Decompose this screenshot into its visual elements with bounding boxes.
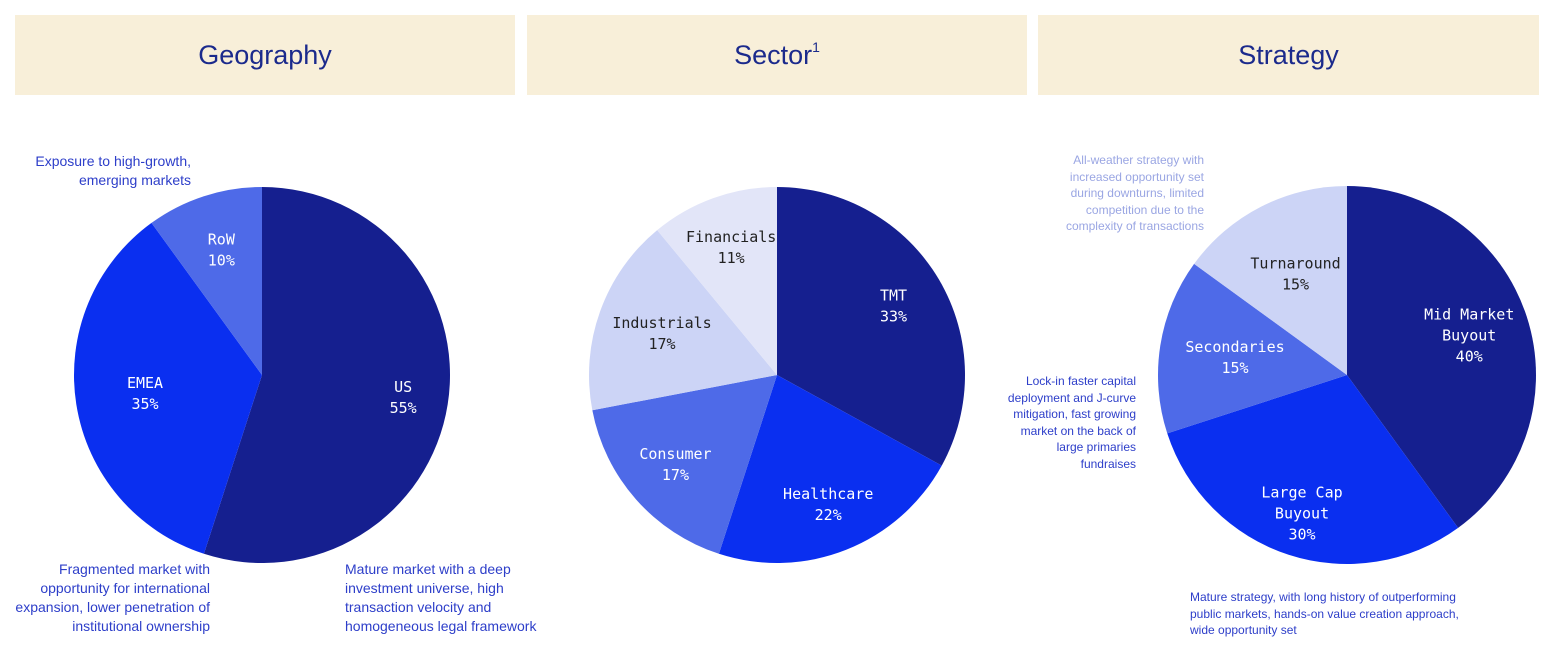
header-sector-text: Sector bbox=[734, 39, 813, 70]
slice-us bbox=[203, 187, 451, 564]
slice-healthcare bbox=[718, 375, 942, 563]
slice-label-industrials: Industrials 17% bbox=[612, 314, 711, 353]
header-geography: Geography bbox=[15, 15, 515, 95]
header-sector-title: Sector1 bbox=[734, 38, 820, 71]
note-strategy-turnaround: All-weather strategy with increased oppo… bbox=[1065, 153, 1204, 233]
note-strategy-secondaries: Lock-in faster capital deployment and J-… bbox=[1007, 374, 1136, 471]
header-sector-footnote: 1 bbox=[812, 38, 820, 55]
slice-financials bbox=[657, 187, 777, 375]
slice-mid-market-buyout bbox=[1347, 186, 1536, 528]
note-geo-row: Exposure to high-growth, emerging market… bbox=[35, 153, 191, 188]
slice-label-healthcare: Healthcare 22% bbox=[783, 485, 873, 524]
pie-strategy: Mid Market Buyout 40% Large Cap Buyout 30% Sec… bbox=[1158, 186, 1536, 564]
slice-industrials bbox=[589, 230, 777, 411]
header-strategy: Strategy bbox=[1038, 15, 1539, 95]
slice-large-cap-buyout bbox=[1167, 375, 1459, 564]
slice-turnaround bbox=[1194, 186, 1347, 375]
slice-label-tmt: TMT 33% bbox=[880, 287, 907, 326]
note-geo-emea: Fragmented market with opportunity for i… bbox=[15, 561, 210, 634]
slice-row bbox=[151, 187, 262, 375]
slice-label-financials: Financials 11% bbox=[686, 228, 776, 267]
slice-label-large-cap-buyout: Large Cap Buyout 30% bbox=[1261, 483, 1342, 543]
header-geography-title: Geography bbox=[198, 39, 332, 70]
slice-label-consumer: Consumer 17% bbox=[639, 445, 711, 484]
slice-label-row: RoW 10% bbox=[208, 230, 236, 269]
slice-label-mid-market-buyout: Mid Market Buyout 40% bbox=[1424, 305, 1514, 365]
pie-sector: TMT 33% Healthcare 22% Consumer 17% Industrial… bbox=[589, 187, 965, 563]
slice-secondaries bbox=[1158, 263, 1347, 434]
slice-emea bbox=[73, 222, 262, 554]
slice-label-secondaries: Secondaries 15% bbox=[1185, 338, 1284, 377]
header-sector: Sector1 bbox=[527, 15, 1027, 95]
slice-consumer bbox=[592, 375, 777, 554]
note-strategy-buyout: Mature strategy, with long history of ou… bbox=[1190, 590, 1459, 637]
slice-tmt bbox=[777, 187, 965, 466]
slice-label-us: US 55% bbox=[390, 378, 417, 417]
header-strategy-title: Strategy bbox=[1238, 39, 1339, 70]
slice-label-turnaround: Turnaround 15% bbox=[1250, 254, 1340, 293]
slice-label-emea: EMEA 35% bbox=[127, 374, 163, 413]
note-geo-us: Mature market with a deep investment uni… bbox=[345, 561, 537, 634]
pie-geography: US 55% EMEA 35% RoW 10% bbox=[73, 187, 451, 564]
